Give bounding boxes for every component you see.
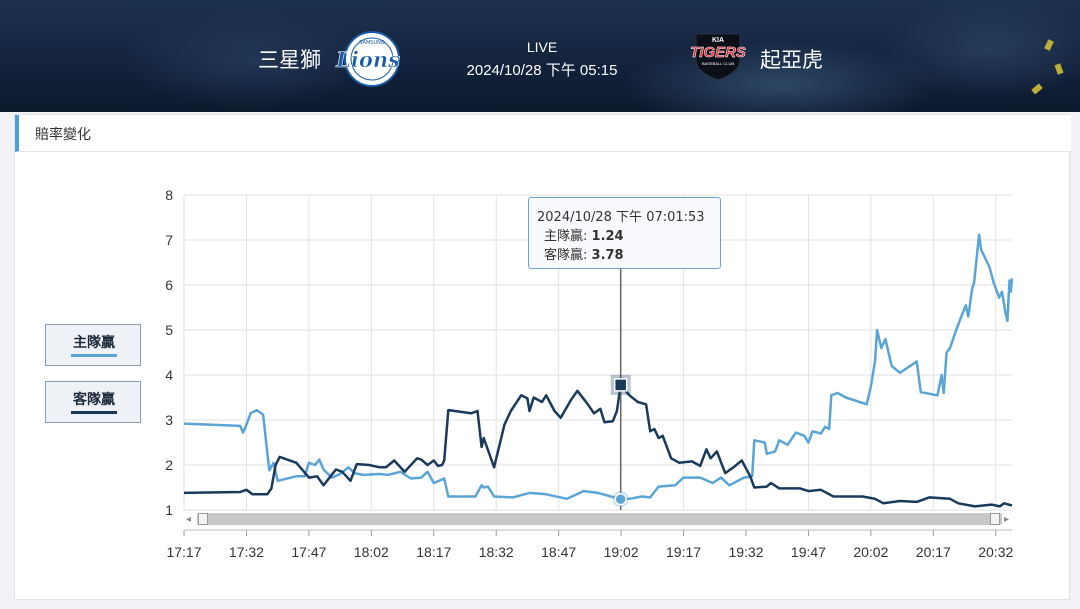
lions-logo-ring-text: SAMSUNG bbox=[359, 40, 385, 46]
chart-scrollbar[interactable] bbox=[197, 513, 1002, 525]
away-win-line bbox=[183, 383, 1013, 508]
x-tick-label: 19:02 bbox=[604, 544, 639, 560]
x-tick-label: 19:17 bbox=[666, 544, 701, 560]
y-tick-label: 1 bbox=[165, 502, 173, 518]
x-tick-label: 17:47 bbox=[291, 544, 326, 560]
y-tick-label: 5 bbox=[165, 322, 173, 338]
legend-home-swatch bbox=[71, 354, 117, 357]
x-tick-label: 19:47 bbox=[791, 544, 826, 560]
scrollbar-left-handle[interactable] bbox=[198, 513, 208, 525]
x-tick-label: 20:32 bbox=[978, 544, 1013, 560]
legend-home-label: 主隊贏 bbox=[73, 335, 115, 351]
y-tick-label: 3 bbox=[165, 412, 173, 428]
tooltip-away-row: 客隊贏: 3.78 bbox=[544, 244, 624, 263]
tooltip-away-value: 3.78 bbox=[591, 248, 624, 263]
live-status: LIVE bbox=[526, 39, 558, 55]
y-tick-label: 6 bbox=[165, 277, 173, 293]
panel-header: 賠率變化 bbox=[15, 115, 1071, 152]
y-tick-label: 8 bbox=[165, 187, 173, 203]
lions-logo-icon: SAMSUNG Lions bbox=[335, 31, 400, 87]
scrollbar-right-handle[interactable] bbox=[990, 513, 1000, 525]
banner-glow bbox=[620, 40, 940, 112]
legend-away-win-button[interactable]: 客隊贏 bbox=[45, 381, 141, 423]
y-tick-label: 2 bbox=[165, 457, 173, 473]
home-team-name: 三星獅 bbox=[258, 48, 321, 72]
y-tick-label: 4 bbox=[165, 367, 173, 383]
tooltip-home-label: 主隊贏: bbox=[544, 229, 588, 244]
tooltip-home-value: 1.24 bbox=[591, 229, 624, 244]
scroll-right-arrow-icon[interactable]: ▸ bbox=[1004, 514, 1010, 525]
chart-crosshair bbox=[610, 268, 631, 510]
away-team-name: 起亞虎 bbox=[760, 48, 823, 72]
x-tick-label: 20:17 bbox=[916, 544, 951, 560]
x-tick-label: 18:17 bbox=[416, 544, 451, 560]
legend-home-win-button[interactable]: 主隊贏 bbox=[45, 324, 141, 366]
y-tick-label: 7 bbox=[165, 232, 173, 248]
tooltip-away-label: 客隊贏: bbox=[544, 248, 588, 263]
lions-logo-text: Lions bbox=[335, 47, 400, 72]
scroll-left-arrow-icon[interactable]: ◂ bbox=[186, 514, 192, 525]
x-tick-label: 17:17 bbox=[166, 544, 201, 560]
chart-series bbox=[183, 233, 1014, 508]
home-win-line bbox=[183, 233, 1014, 501]
tooltip-time: 2024/10/28 下午 07:01:53 bbox=[537, 210, 705, 225]
x-tick-label: 20:02 bbox=[853, 544, 888, 560]
chart-tooltip: 2024/10/28 下午 07:01:53 主隊贏: 1.24 客隊贏: 3.… bbox=[528, 197, 721, 269]
tigers-logo-icon: KIA TIGERS BASEBALL CLUB bbox=[690, 33, 746, 81]
banner-glow bbox=[880, 0, 1080, 100]
panel-title: 賠率變化 bbox=[35, 127, 91, 143]
x-tick-label: 18:02 bbox=[354, 544, 389, 560]
tooltip-home-row: 主隊贏: 1.24 bbox=[544, 225, 624, 244]
banner-glow bbox=[120, 10, 380, 110]
home-point-marker bbox=[614, 492, 627, 506]
x-tick-label: 17:32 bbox=[229, 544, 264, 560]
game-datetime: 2024/10/28 下午 05:15 bbox=[466, 62, 618, 79]
tigers-logo-mark: KIA bbox=[712, 37, 724, 44]
x-tick-label: 18:47 bbox=[541, 544, 576, 560]
chart-axes: 1 2 3 4 5 6 7 8 17:17 17:32 17:47 18:02 18:17 18:32 18… bbox=[165, 187, 1013, 560]
match-banner: 三星獅 SAMSUNG Lions LIVE 2024/10/28 下午 05:… bbox=[0, 0, 1080, 112]
x-tick-label: 19:32 bbox=[728, 544, 763, 560]
tigers-logo-text: TIGERS bbox=[690, 44, 746, 61]
x-tick-label: 18:32 bbox=[479, 544, 514, 560]
legend-away-label: 客隊贏 bbox=[73, 392, 115, 408]
tigers-logo-subtext: BASEBALL CLUB bbox=[702, 61, 734, 66]
legend-away-swatch bbox=[71, 411, 117, 414]
away-point-marker bbox=[613, 378, 628, 392]
